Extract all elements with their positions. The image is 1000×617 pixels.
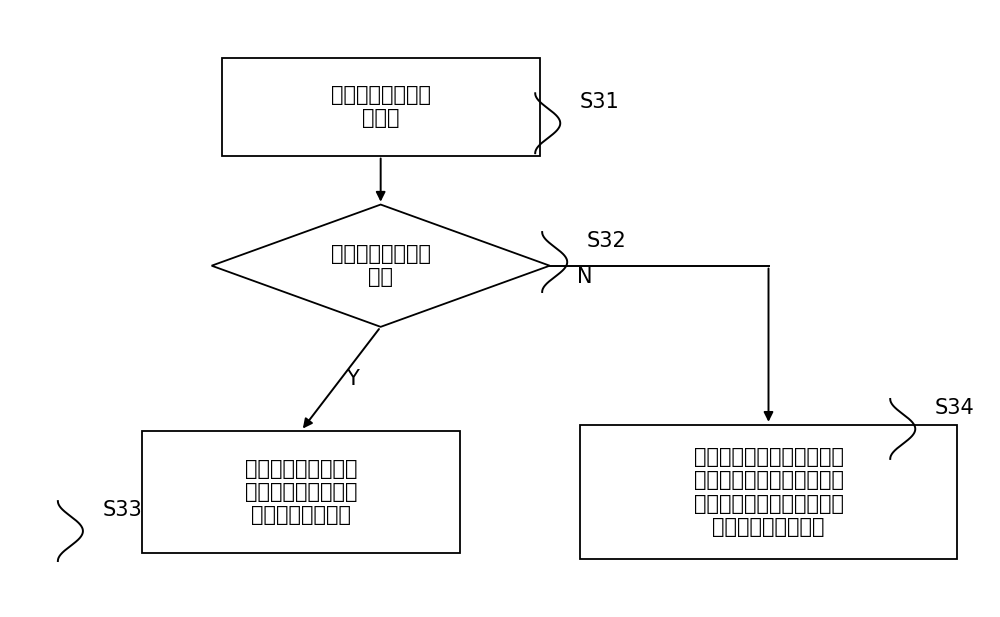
Text: S33: S33: [102, 500, 142, 520]
FancyBboxPatch shape: [222, 58, 540, 155]
Polygon shape: [212, 205, 550, 327]
Text: S34: S34: [935, 397, 974, 418]
Text: S31: S31: [580, 92, 619, 112]
Text: N: N: [577, 267, 592, 287]
Text: Y: Y: [346, 369, 359, 389]
Text: 是否只有一个电极
脱落: 是否只有一个电极 脱落: [331, 244, 431, 288]
Text: S32: S32: [587, 231, 626, 251]
FancyBboxPatch shape: [580, 424, 957, 559]
Text: 提示进行电极连接，
并在电极连接后定义
为原先的电极名称: 提示进行电极连接， 并在电极连接后定义 为原先的电极名称: [245, 458, 357, 525]
FancyBboxPatch shape: [142, 431, 460, 553]
Text: 提示进行电极连接，并在电
极连接后依次按照多个电极
在电极连接顺序表中的顺序
定义依次连接的电极: 提示进行电极连接，并在电 极连接后依次按照多个电极 在电极连接顺序表中的顺序 定…: [694, 447, 844, 537]
Text: 检测过程中发现电
极脱落: 检测过程中发现电 极脱落: [331, 85, 431, 128]
